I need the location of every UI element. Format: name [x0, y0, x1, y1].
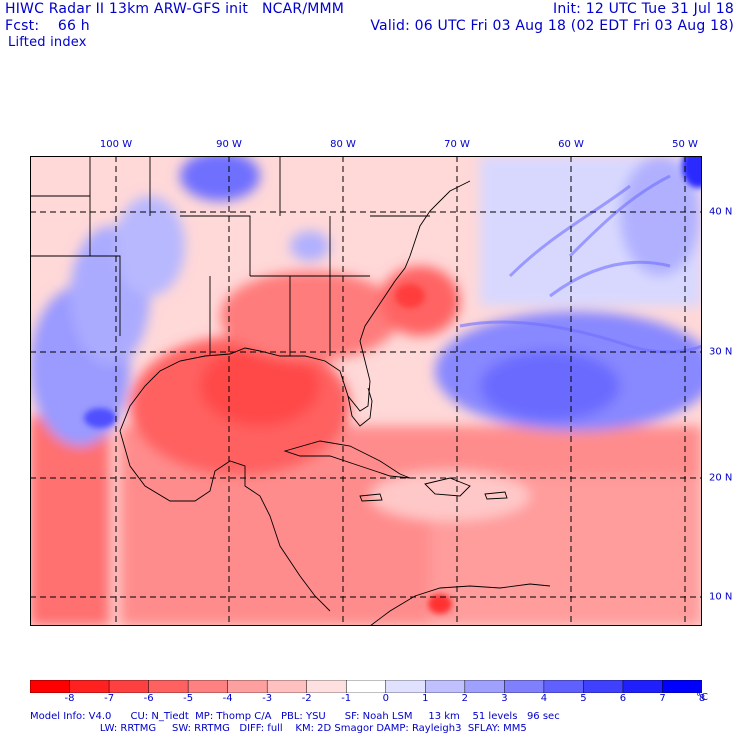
- colorbar-tick-label: 7: [659, 693, 666, 704]
- lat-label-20n: 20 N: [709, 472, 733, 484]
- colorbar-tick-label: 3: [501, 693, 508, 704]
- lat-label-40n: 40 N: [709, 206, 733, 218]
- map-border: [30, 156, 702, 626]
- colorbar-swatch: [148, 680, 189, 693]
- colorbar-swatch: [266, 680, 308, 693]
- colorbar-tick-label: -8: [64, 693, 75, 704]
- lon-label-70w: 70 W: [444, 139, 470, 150]
- colorbar: [30, 680, 702, 693]
- colorbar-swatch: [30, 680, 71, 693]
- colorbar-tick-label: 1: [422, 693, 429, 704]
- init-time: Init: 12 UTC Tue 31 Jul 18: [553, 1, 734, 17]
- colorbar-tick-label: -4: [222, 693, 233, 704]
- field-detail: [84, 156, 702, 614]
- colorbar-tick-label: -3: [262, 693, 273, 704]
- colorbar-swatch: [345, 680, 387, 693]
- colorbar-tick-label: -6: [143, 693, 154, 704]
- field-name: Lifted index: [8, 35, 87, 50]
- colorbar-tick-label: 0: [382, 693, 389, 704]
- colorbar-swatch: [227, 680, 268, 693]
- colorbar-unit: °C: [696, 692, 708, 703]
- forecast-hour: Fcst: 66 h: [5, 18, 90, 34]
- colorbar-tick-label: -7: [104, 693, 115, 704]
- lon-label-80w: 80 W: [330, 139, 356, 150]
- colorbar-tick-label: 6: [619, 693, 627, 704]
- lon-label-100w: 100 W: [99, 139, 133, 150]
- colorbar-tick-label: -5: [183, 693, 194, 704]
- model-info-line1: Model Info: V4.0 CU: N_Tiedt MP: Thomp C…: [30, 711, 560, 722]
- latlon-grid: [30, 156, 702, 626]
- colorbar-tick-label: 2: [461, 693, 468, 704]
- colorbar-tick-label: -1: [341, 693, 352, 704]
- colorbar-swatch: [108, 680, 150, 693]
- field-streaks: [459, 174, 702, 354]
- colorbar-tick-label: -2: [301, 693, 312, 704]
- lon-label-90w: 90 W: [216, 139, 242, 150]
- coastlines: [30, 156, 551, 626]
- colorbar-swatch: [385, 680, 427, 693]
- colorbar-tick-label: 4: [540, 693, 548, 704]
- valid-time: Valid: 06 UTC Fri 03 Aug 18 (02 EDT Fri …: [370, 18, 734, 34]
- colorbar-tick-label: 5: [580, 693, 587, 704]
- colorbar-swatch: [662, 680, 702, 693]
- colorbar-swatch: [504, 680, 545, 693]
- lon-label-50w: 50 W: [672, 139, 698, 150]
- colorbar-swatch: [187, 680, 229, 693]
- field-shading: [30, 156, 702, 626]
- lat-label-10n: 10 N: [709, 591, 733, 603]
- colorbar-swatch: [622, 680, 664, 693]
- colorbar-tick-label: 8: [698, 693, 706, 704]
- colorbar-swatch: [306, 680, 347, 693]
- lifted-index-map: [30, 156, 702, 626]
- colorbar-swatch: [69, 680, 110, 693]
- lon-label-60w: 60 W: [558, 139, 584, 150]
- colorbar-swatch: [543, 680, 585, 693]
- model-info-line2: LW: RRTMG SW: RRTMG DIFF: full KM: 2D Sm…: [30, 723, 527, 734]
- lat-label-30n: 30 N: [709, 346, 733, 358]
- colorbar-swatch: [464, 680, 506, 693]
- model-title: HIWC Radar II 13km ARW-GFS init NCAR/MMM: [5, 1, 345, 17]
- colorbar-swatch: [583, 680, 624, 693]
- colorbar-swatch: [425, 680, 466, 693]
